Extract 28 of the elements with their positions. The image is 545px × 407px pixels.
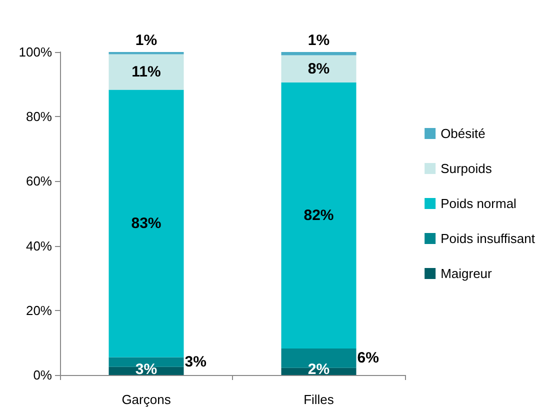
legend-label: Obésité <box>440 126 486 141</box>
y-tick-label: 60% <box>26 174 52 189</box>
bar <box>281 52 356 56</box>
bar <box>281 55 356 82</box>
y-tick-label: 0% <box>33 368 52 382</box>
legend-label: Maigreur <box>440 266 493 281</box>
x-tick-label: Filles <box>304 392 334 407</box>
legend-label: Poids normal <box>440 196 517 211</box>
x-tick-label: Garçons <box>122 392 172 407</box>
data-label: 83% <box>131 215 162 232</box>
legend-label: Surpoids <box>440 161 492 176</box>
data-label: 1% <box>135 32 158 49</box>
data-label: 8% <box>308 60 330 78</box>
y-tick-label: 100% <box>18 44 52 60</box>
y-tick-label: 40% <box>26 238 52 254</box>
data-label: 1% <box>308 32 330 49</box>
bar <box>281 82 356 349</box>
legend-label: Poids insuffisant <box>440 231 536 246</box>
y-tick-label: 20% <box>26 302 52 318</box>
data-label: 3% <box>135 361 158 378</box>
y-tick-label: 80% <box>26 109 52 124</box>
data-label: 82% <box>304 206 334 224</box>
bar <box>108 54 184 90</box>
data-label: 2% <box>308 361 330 378</box>
data-label: 3% <box>184 354 206 371</box>
bar <box>108 90 184 358</box>
data-label: 6% <box>357 350 379 367</box>
data-label: 11% <box>132 64 161 81</box>
